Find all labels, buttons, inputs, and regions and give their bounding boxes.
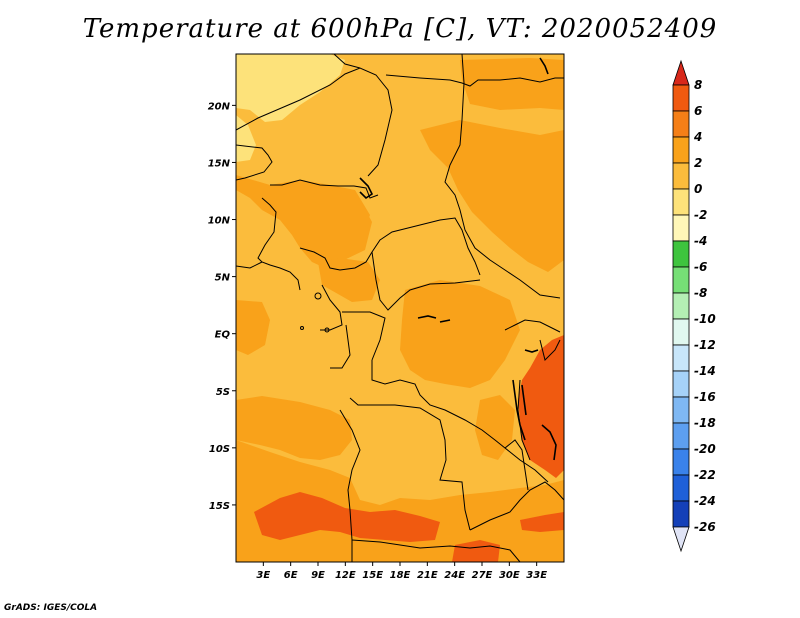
lon-tick-label: 12E — [335, 570, 356, 581]
lakes — [359, 57, 557, 461]
islands — [300, 292, 330, 333]
grads-credit: GrADS: IGES/COLA — [4, 603, 98, 613]
longitude-axis: 3E 6E 9E 12E 15E 18E 21E 24E 27E 30E 33E — [256, 562, 547, 581]
colorbar-label: -8 — [694, 286, 707, 300]
lon-tick-label: 15E — [362, 570, 383, 581]
colorbar: 8 6 4 2 0 -2 -4 -6 -8 -10 -12 -14 -16 -18 -20 -22 -24 -26 — [672, 59, 716, 553]
colorbar-label: -14 — [694, 364, 716, 378]
map-area — [236, 54, 564, 562]
lon-tick-label: 24E — [444, 570, 465, 581]
temperature-field-6-8 — [254, 335, 564, 562]
colorbar-segment — [672, 370, 690, 398]
lat-tick-label: EQ — [215, 330, 231, 341]
lon-tick-label: 9E — [311, 570, 325, 581]
colorbar-label: -16 — [694, 390, 716, 404]
lon-tick-label: 18E — [390, 570, 411, 581]
colorbar-label: -10 — [694, 312, 716, 326]
latitude-axis: 20N 15N 10N 5N EQ 5S 10S 15S — [208, 101, 236, 512]
lon-tick-label: 33E — [526, 570, 547, 581]
colorbar-label: -20 — [694, 442, 716, 456]
lon-tick-label: 6E — [284, 570, 298, 581]
lon-tick-label: 21E — [417, 570, 438, 581]
colorbar-segment — [672, 110, 690, 138]
lat-tick-label: 15S — [209, 501, 230, 512]
colorbar-segment — [672, 396, 690, 424]
colorbar-segment — [672, 500, 690, 528]
lon-tick-label: 27E — [472, 570, 493, 581]
colorbar-label: 8 — [694, 78, 702, 92]
colorbar-segment — [672, 266, 690, 294]
colorbar-segment — [672, 344, 690, 372]
colorbar-label: -24 — [694, 494, 716, 508]
lon-tick-label: 3E — [256, 570, 270, 581]
colorbar-label: 4 — [693, 130, 702, 144]
colorbar-segment — [672, 240, 690, 268]
colorbar-label: 2 — [694, 156, 702, 170]
colorbar-label: -22 — [694, 468, 716, 482]
colorbar-label: -6 — [694, 260, 707, 274]
colorbar-segment — [672, 318, 690, 346]
colorbar-segment — [672, 188, 690, 216]
colorbar-label: -4 — [694, 234, 707, 248]
chart-title: Temperature at 600hPa [C], VT: 202005240… — [82, 14, 718, 44]
colorbar-label: -12 — [694, 338, 716, 352]
colorbar-label: -26 — [694, 520, 716, 534]
colorbar-label: 6 — [694, 104, 702, 118]
lat-tick-label: 10S — [209, 444, 230, 455]
colorbar-segment — [672, 292, 690, 320]
lat-tick-label: 15N — [208, 158, 231, 169]
colorbar-segment — [672, 448, 690, 476]
lon-tick-label: 30E — [499, 570, 520, 581]
colorbar-bottom-arrow — [672, 526, 690, 553]
colorbar-label: -2 — [694, 208, 707, 222]
colorbar-segment — [672, 136, 690, 164]
colorbar-segment — [672, 422, 690, 450]
colorbar-label: 0 — [694, 182, 702, 196]
lat-tick-label: 5S — [216, 387, 230, 398]
country-borders — [236, 54, 564, 562]
colorbar-segment — [672, 214, 690, 242]
colorbar-top-arrow — [672, 59, 690, 86]
colorbar-segment — [672, 84, 690, 112]
lat-tick-label: 20N — [208, 101, 231, 112]
temperature-field-4-6 — [236, 58, 564, 562]
colorbar-segment — [672, 474, 690, 502]
lat-tick-label: 5N — [215, 273, 231, 284]
colorbar-segment — [672, 162, 690, 190]
lat-tick-label: 10N — [208, 216, 231, 227]
colorbar-label: -18 — [694, 416, 716, 430]
